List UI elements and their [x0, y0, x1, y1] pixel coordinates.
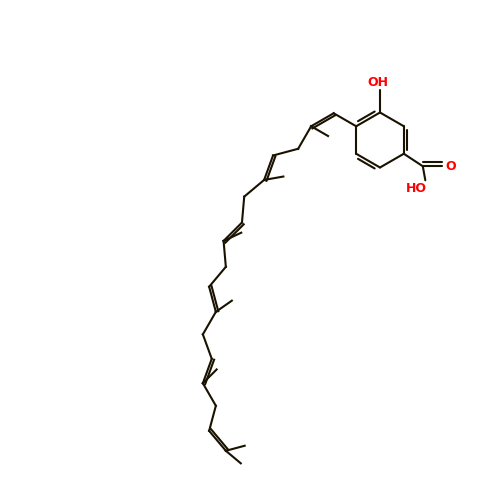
Text: OH: OH [367, 76, 388, 88]
Text: O: O [446, 160, 456, 173]
Text: HO: HO [406, 182, 427, 195]
